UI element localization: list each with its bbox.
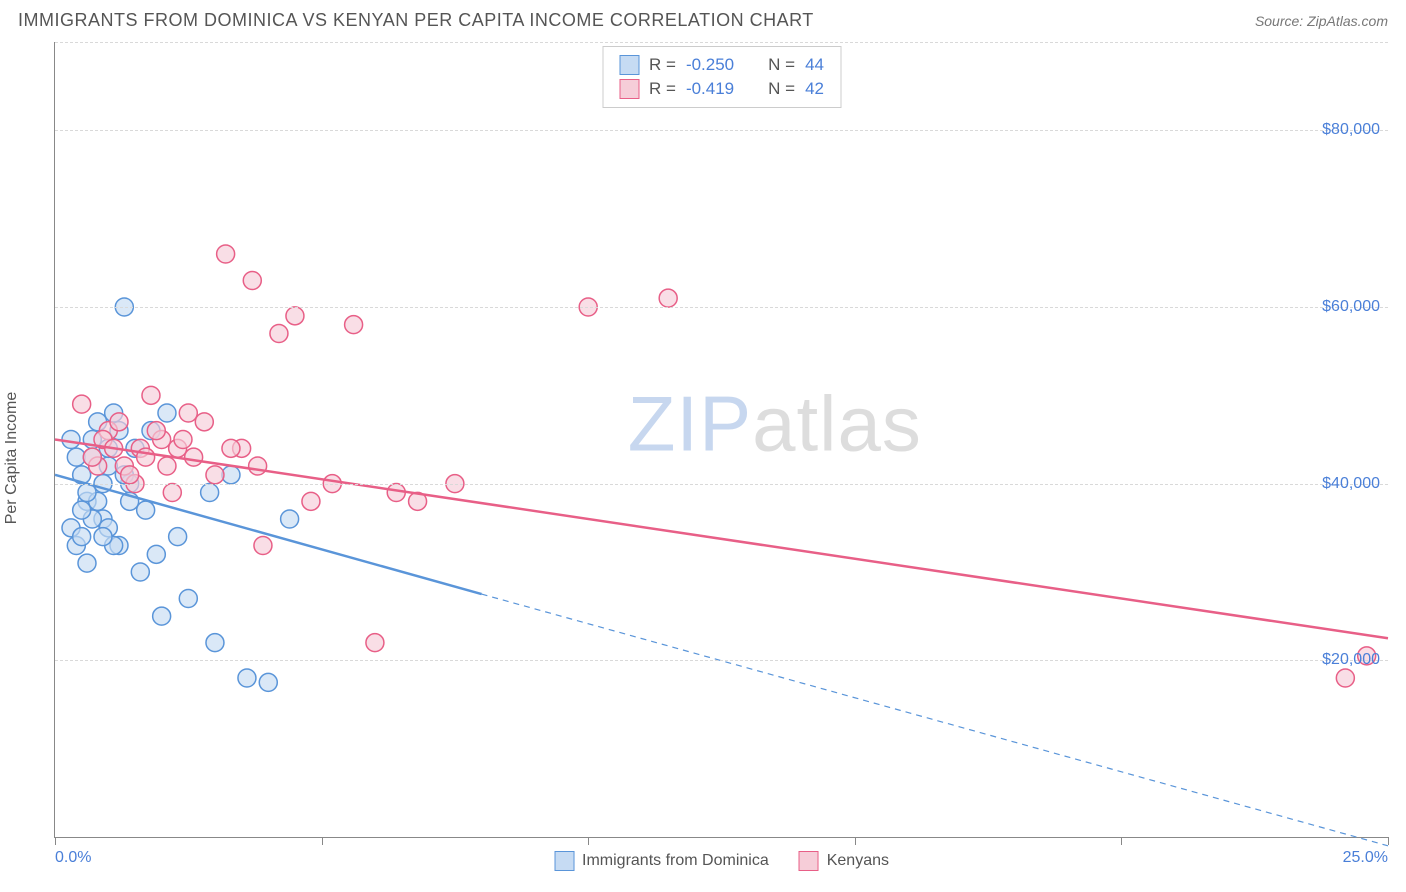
x-tick-label: 25.0% [1343,849,1388,867]
scatter-point [286,307,304,325]
trendline [55,440,1388,639]
gridline [55,42,1388,43]
y-tick-label: $60,000 [1322,298,1380,316]
gridline [55,307,1388,308]
scatter-point [73,501,91,519]
source-attribution: Source: ZipAtlas.com [1255,13,1388,29]
scatter-point [345,316,363,334]
y-axis-label: Per Capita Income [3,392,21,525]
scatter-point [1336,669,1354,687]
y-tick-label: $20,000 [1322,651,1380,669]
scatter-point [206,466,224,484]
chart-title: IMMIGRANTS FROM DOMINICA VS KENYAN PER C… [18,10,814,31]
gridline [55,484,1388,485]
y-tick-label: $40,000 [1322,475,1380,493]
scatter-point [185,448,203,466]
x-tick [1121,837,1122,845]
legend-item-dominica: Immigrants from Dominica [554,851,769,871]
legend-label-dominica: Immigrants from Dominica [582,852,769,870]
scatter-point [94,528,112,546]
scatter-point [366,634,384,652]
scatter-point [121,466,139,484]
scatter-point [147,545,165,563]
scatter-point [153,607,171,625]
scatter-point [238,669,256,687]
swatch-dominica-icon [554,851,574,871]
scatter-point [110,413,128,431]
scatter-point [158,457,176,475]
scatter-point [158,404,176,422]
y-tick-label: $80,000 [1322,121,1380,139]
scatter-point [78,554,96,572]
scatter-point [73,528,91,546]
scatter-point [659,289,677,307]
gridline [55,660,1388,661]
scatter-svg [55,42,1388,837]
scatter-point [281,510,299,528]
plot-area: ZIPatlas R = -0.250 N = 44 R = -0.419 N … [54,42,1388,838]
chart-container: Per Capita Income ZIPatlas R = -0.250 N … [18,42,1388,874]
scatter-point [222,439,240,457]
scatter-point [147,422,165,440]
scatter-point [259,673,277,691]
scatter-point [195,413,213,431]
x-tick [55,837,56,845]
scatter-point [179,590,197,608]
scatter-point [249,457,267,475]
scatter-point [179,404,197,422]
scatter-point [174,431,192,449]
scatter-point [243,272,261,290]
x-tick [322,837,323,845]
trendline-dashed [482,594,1388,846]
gridline [55,130,1388,131]
scatter-point [163,484,181,502]
scatter-point [83,448,101,466]
scatter-point [217,245,235,263]
x-tick [588,837,589,845]
scatter-point [73,395,91,413]
scatter-point [169,528,187,546]
scatter-point [254,537,272,555]
scatter-point [270,325,288,343]
scatter-point [201,484,219,502]
scatter-point [142,386,160,404]
scatter-point [137,501,155,519]
x-tick-label: 0.0% [55,849,91,867]
legend-item-kenyans: Kenyans [799,851,889,871]
swatch-kenyans-icon [799,851,819,871]
x-tick [1388,837,1389,845]
scatter-point [131,563,149,581]
scatter-point [206,634,224,652]
bottom-legend: Immigrants from Dominica Kenyans [554,851,889,871]
scatter-point [302,492,320,510]
scatter-point [62,431,80,449]
legend-label-kenyans: Kenyans [827,852,889,870]
x-tick [855,837,856,845]
